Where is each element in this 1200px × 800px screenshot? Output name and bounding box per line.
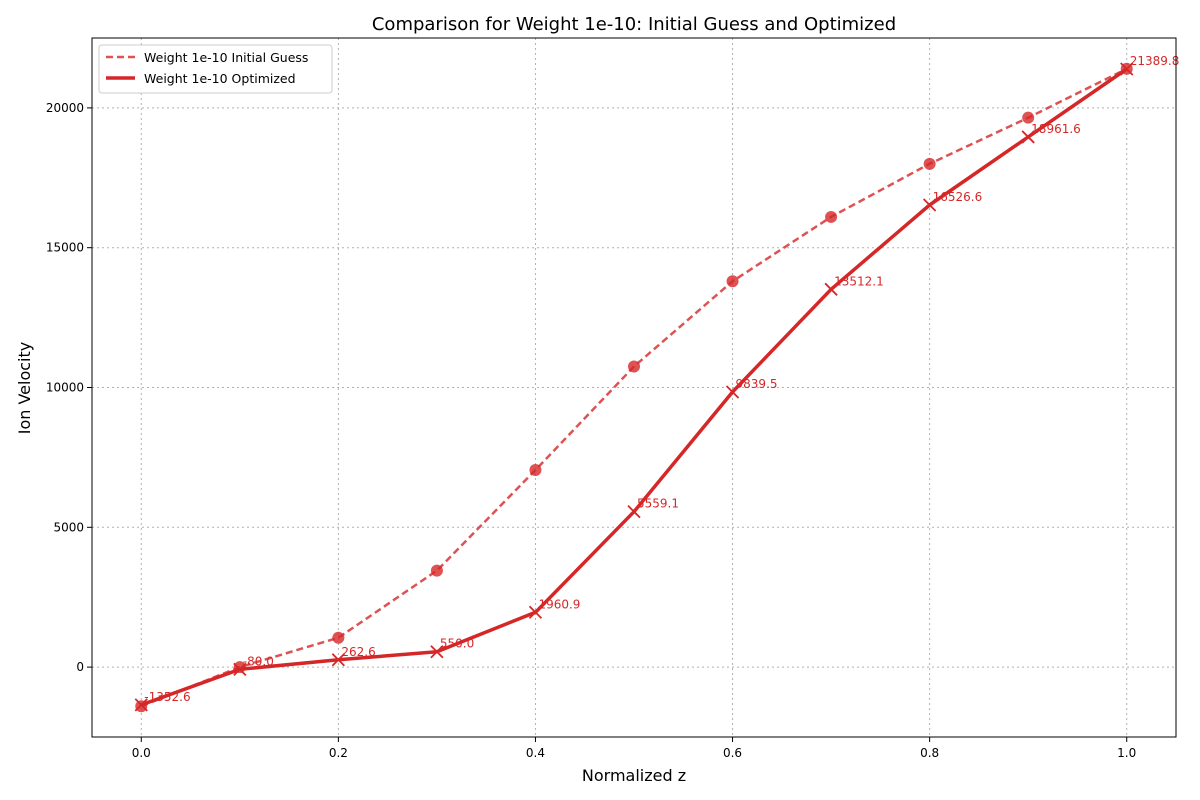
data-point-initial-guess (1022, 111, 1035, 124)
data-label: 550.0 (440, 637, 474, 651)
data-label: 9839.5 (736, 377, 778, 391)
x-tick-label: 0.8 (920, 746, 939, 760)
data-point-optimized (134, 698, 148, 712)
y-tick-label: 5000 (53, 520, 84, 534)
x-tick-label: 0.4 (526, 746, 545, 760)
y-tick-label: 15000 (46, 241, 84, 255)
data-point-initial-guess (332, 631, 345, 644)
data-point-initial-guess (529, 463, 542, 476)
data-point-initial-guess (825, 210, 838, 223)
data-point-initial-guess (923, 157, 936, 170)
legend-frame (98, 44, 333, 94)
y-axis-ticks: 0 5000 10000 15000 20000 (46, 101, 92, 674)
legend-entry-initial-guess: Weight 1e-10 Initial Guess (144, 50, 308, 65)
data-point-optimized (233, 662, 247, 676)
y-axis-label: Ion Velocity (15, 342, 34, 435)
x-axis-label: Normalized z (582, 766, 686, 785)
x-axis-ticks: 0.0 0.2 0.4 0.6 0.8 1.0 (132, 737, 1136, 760)
y-tick-label: 0 (76, 660, 84, 674)
data-point-optimized (331, 653, 346, 667)
data-point-optimized (430, 645, 444, 659)
data-label: 18961.6 (1031, 122, 1081, 136)
x-tick-label: 0.2 (329, 746, 348, 760)
x-tick-label: 0.0 (132, 746, 151, 760)
data-point-initial-guess (430, 564, 443, 577)
data-label: 262.6 (341, 645, 375, 659)
y-tick-label: 10000 (46, 381, 84, 395)
data-point-optimized (824, 282, 838, 296)
data-point-optimized (627, 505, 641, 519)
x-tick-label: 0.6 (723, 746, 742, 760)
series-layer: -1352.6 -80.0 262.6 550.0 1960.9 5559.1 9839.5… (134, 54, 1180, 713)
data-label: 16526.6 (933, 190, 983, 204)
data-point-initial-guess (628, 360, 640, 373)
data-point-optimized (1021, 130, 1035, 144)
data-point-initial-guess (726, 275, 739, 288)
data-label: 21389.8 (1130, 54, 1180, 68)
legend-entry-optimized: Weight 1e-10 Optimized (144, 71, 296, 86)
data-point-optimized (922, 198, 937, 212)
data-point-optimized (1120, 62, 1134, 76)
chart-title: Comparison for Weight 1e-10: Initial Gue… (372, 14, 896, 35)
data-label: -1352.6 (144, 690, 190, 704)
data-label: 1960.9 (538, 597, 580, 611)
data-label: 5559.1 (637, 497, 679, 511)
data-point-optimized (725, 385, 740, 399)
data-label: 13512.1 (834, 274, 884, 288)
data-point-optimized (528, 605, 543, 619)
legend: Weight 1e-10 Initial Guess Weight 1e-10 … (98, 44, 333, 94)
data-label: -80.0 (243, 654, 274, 668)
x-tick-label: 1.0 (1117, 746, 1136, 760)
y-tick-label: 20000 (46, 101, 84, 115)
